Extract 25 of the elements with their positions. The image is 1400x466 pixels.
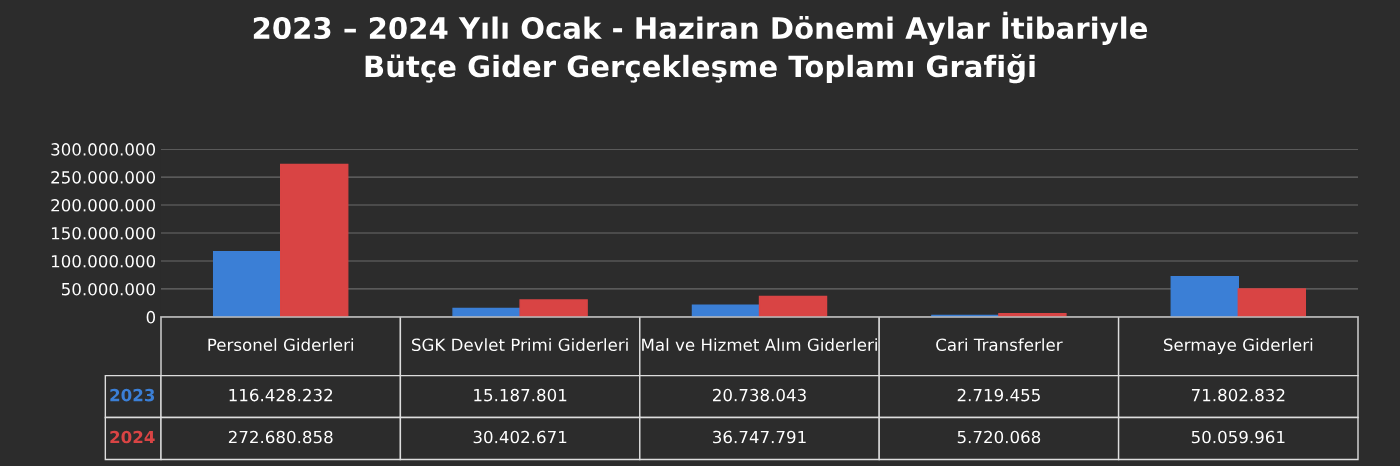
- y-tick-label: 50.000.000: [62, 282, 156, 296]
- data-label: 36.747.791: [713, 430, 806, 444]
- x-tick-label: Cari Transferler: [936, 338, 1063, 352]
- y-tick-label: 0: [146, 310, 156, 324]
- data-label: 71.802.832: [1191, 388, 1285, 402]
- y-tick-label: 250.000.000: [51, 171, 156, 184]
- y-tick-label: 150.000.000: [51, 226, 156, 240]
- text: 2023: [110, 388, 155, 402]
- y-tick-label: 300.000.000: [51, 143, 156, 156]
- x-tick-label: Personel Giderleri: [208, 338, 354, 352]
- x-tick-label: SGK Devlet Primi Giderleri: [412, 338, 628, 352]
- data-label: 15.187.801: [474, 388, 567, 402]
- data-label: 20.738.043: [713, 388, 806, 402]
- data-label: 272.680.858: [228, 430, 333, 444]
- y-tick-label: 100.000.000: [51, 254, 156, 268]
- data-label: 50.059.961: [1191, 430, 1285, 444]
- data-label: 2.719.455: [957, 388, 1040, 402]
- data-label: 116.428.232: [229, 388, 333, 402]
- y-tick-label: 200.000.000: [51, 199, 156, 212]
- data-label: 30.402.671: [473, 430, 567, 444]
- text: 2024: [110, 430, 155, 444]
- chart-title: 2023 – 2024 Yılı Ocak - Haziran Dönemi Aylar İtibariyle Bütçe Gider Gerçekleşme Toplamı Grafiği: [253, 11, 1148, 84]
- data-label: 5.720.068: [957, 430, 1041, 444]
- x-tick-label: Sermaye Giderleri: [1163, 338, 1313, 355]
- x-tick-label: Mal ve Hizmet Alım Giderleri: [642, 338, 877, 352]
